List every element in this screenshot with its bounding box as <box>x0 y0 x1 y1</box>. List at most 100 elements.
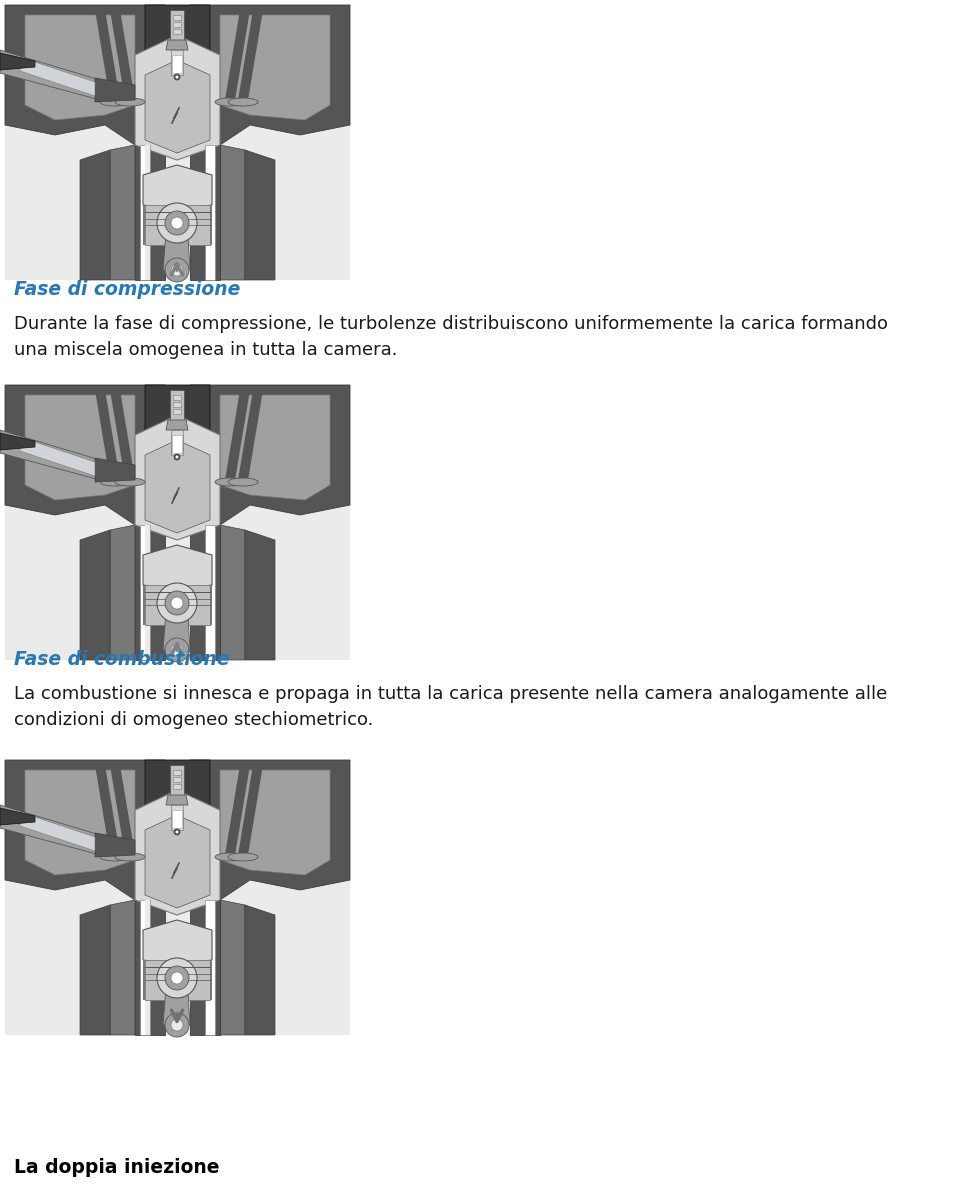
Polygon shape <box>143 960 145 1001</box>
Text: Fase di compressione: Fase di compressione <box>14 281 240 298</box>
Polygon shape <box>135 790 220 915</box>
Ellipse shape <box>228 98 258 106</box>
Circle shape <box>171 597 183 609</box>
Circle shape <box>165 591 189 615</box>
Polygon shape <box>0 50 100 100</box>
Ellipse shape <box>215 478 245 486</box>
Polygon shape <box>110 144 135 281</box>
Ellipse shape <box>100 478 130 486</box>
Polygon shape <box>0 805 100 855</box>
Polygon shape <box>135 900 165 1035</box>
Bar <box>205 144 215 281</box>
Ellipse shape <box>228 478 258 486</box>
Polygon shape <box>5 761 165 900</box>
Bar <box>205 900 215 1035</box>
Bar <box>173 395 181 400</box>
Polygon shape <box>143 921 212 965</box>
Ellipse shape <box>100 853 130 861</box>
Circle shape <box>165 258 189 282</box>
Polygon shape <box>225 765 250 855</box>
Polygon shape <box>225 10 250 100</box>
Polygon shape <box>135 416 220 540</box>
Text: La combustione si innesca e propaga in tutta la carica presente nella camera ana: La combustione si innesca e propaga in t… <box>14 685 887 703</box>
Polygon shape <box>80 905 110 1035</box>
Text: una miscela omogenea in tutta la camera.: una miscela omogenea in tutta la camera. <box>14 341 397 359</box>
Bar <box>5 384 350 660</box>
Circle shape <box>174 829 180 835</box>
Bar <box>173 16 181 20</box>
Bar <box>172 55 182 73</box>
Polygon shape <box>163 220 190 270</box>
Polygon shape <box>210 960 212 1001</box>
Polygon shape <box>110 900 135 1035</box>
Ellipse shape <box>228 853 258 861</box>
Bar <box>5 5 350 281</box>
Circle shape <box>171 264 183 276</box>
Ellipse shape <box>215 98 245 106</box>
Polygon shape <box>190 525 220 660</box>
Circle shape <box>157 583 197 623</box>
Polygon shape <box>145 761 210 830</box>
Polygon shape <box>110 390 135 480</box>
Text: Fase di combustione: Fase di combustione <box>14 650 229 669</box>
Bar <box>205 525 215 660</box>
Polygon shape <box>210 585 212 624</box>
Polygon shape <box>163 601 190 650</box>
Polygon shape <box>145 441 210 533</box>
Polygon shape <box>166 41 188 50</box>
Polygon shape <box>110 525 135 660</box>
Polygon shape <box>163 975 190 1024</box>
Polygon shape <box>145 816 210 907</box>
Polygon shape <box>135 35 220 160</box>
Polygon shape <box>20 812 95 851</box>
Polygon shape <box>110 10 135 100</box>
Bar <box>170 765 184 800</box>
Circle shape <box>165 638 189 661</box>
Polygon shape <box>220 395 330 500</box>
Polygon shape <box>143 205 145 245</box>
Ellipse shape <box>215 853 245 861</box>
Polygon shape <box>143 544 212 590</box>
Polygon shape <box>220 16 330 121</box>
Text: Durante la fase di compressione, le turbolenze distribuiscono uniformemente la c: Durante la fase di compressione, le turb… <box>14 315 888 333</box>
Bar <box>173 21 181 27</box>
Circle shape <box>171 1018 183 1030</box>
Polygon shape <box>143 165 212 210</box>
Circle shape <box>165 966 189 990</box>
Polygon shape <box>225 390 250 480</box>
Text: La doppia iniezione: La doppia iniezione <box>14 1158 220 1177</box>
Polygon shape <box>25 395 135 500</box>
Polygon shape <box>190 144 220 281</box>
Ellipse shape <box>115 98 145 106</box>
Bar <box>140 144 150 281</box>
Bar <box>145 144 150 281</box>
Polygon shape <box>0 808 35 825</box>
Polygon shape <box>190 384 350 525</box>
Polygon shape <box>80 530 110 660</box>
Circle shape <box>174 74 180 80</box>
Polygon shape <box>135 525 165 660</box>
Circle shape <box>171 644 183 656</box>
Polygon shape <box>245 905 275 1035</box>
Polygon shape <box>5 384 165 525</box>
Polygon shape <box>0 53 35 70</box>
Bar <box>140 900 150 1035</box>
Bar <box>172 435 182 453</box>
Bar <box>5 761 350 1035</box>
Polygon shape <box>220 525 245 660</box>
Polygon shape <box>95 78 135 101</box>
Bar <box>145 525 150 660</box>
Circle shape <box>157 203 197 244</box>
Bar <box>171 805 183 830</box>
Polygon shape <box>25 16 135 121</box>
Ellipse shape <box>100 98 130 106</box>
Polygon shape <box>0 430 100 480</box>
Bar <box>170 390 184 425</box>
Polygon shape <box>220 770 330 875</box>
Bar <box>145 900 150 1035</box>
Polygon shape <box>20 437 95 476</box>
Polygon shape <box>135 144 165 281</box>
Polygon shape <box>220 144 245 281</box>
Polygon shape <box>220 900 245 1035</box>
Polygon shape <box>166 795 188 805</box>
